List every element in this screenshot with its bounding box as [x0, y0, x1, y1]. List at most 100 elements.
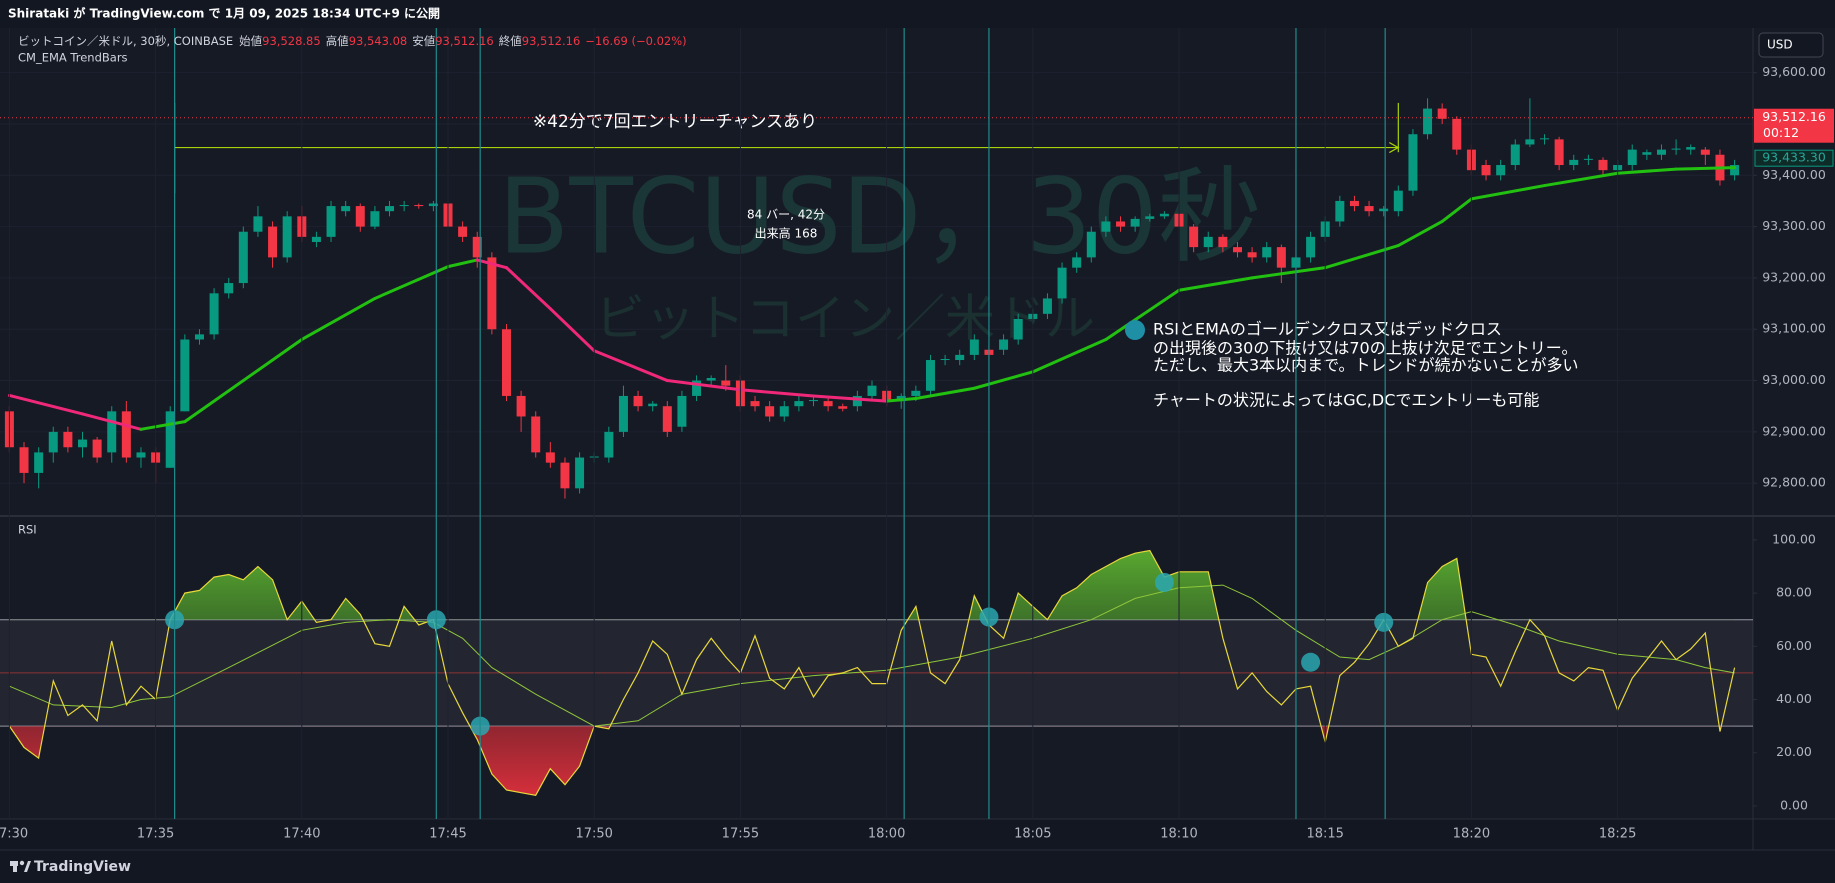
candle-body	[1262, 247, 1272, 258]
candle-body	[925, 360, 935, 391]
candle-body	[633, 395, 643, 407]
note-text: RSIとEMAのゴールデンクロス又はデッドクロス	[1153, 320, 1502, 339]
legend-label: 安値	[412, 34, 435, 48]
ema-line	[1396, 219, 1444, 248]
candle-body	[326, 206, 336, 237]
ema-line	[1543, 171, 1620, 188]
y-tick-label: 20.00	[1776, 744, 1812, 759]
candle-body	[969, 339, 979, 355]
candle-body	[268, 226, 278, 258]
candle-body	[311, 236, 321, 242]
candle-body	[238, 231, 248, 284]
legend: ビットコイン／米ドル, 30秒, COINBASE 始値93,528.85 高値93…	[18, 34, 687, 48]
candle-body	[78, 439, 88, 448]
candle-body	[823, 401, 833, 407]
legend-label: 終値	[499, 34, 522, 48]
tooltip-text: 出来高 168	[755, 226, 818, 241]
legend-value: 93,543.08	[349, 34, 408, 48]
y-tick-label: 92,800.00	[1762, 475, 1826, 490]
y-tick-label: 60.00	[1776, 638, 1812, 653]
candle-body	[253, 216, 263, 232]
candle-body	[575, 457, 585, 489]
candle-body	[1569, 159, 1579, 166]
candle-body	[779, 406, 789, 417]
x-tick-label: 18:10	[1160, 827, 1197, 842]
legend-label: 高値	[326, 34, 349, 48]
legend-value: 93,512.16	[435, 34, 494, 48]
overbought-fill	[170, 550, 1530, 620]
candle-body	[194, 334, 204, 340]
candle-body	[604, 431, 614, 458]
candle-body	[1145, 216, 1155, 219]
candle-body	[1116, 221, 1126, 227]
candle-body	[750, 401, 760, 407]
candle-body	[1554, 139, 1564, 166]
ema-line	[1031, 337, 1108, 374]
candle-body	[165, 411, 175, 468]
candle-body	[180, 339, 190, 412]
countdown-label: 00:12	[1763, 125, 1799, 140]
candle-body	[1700, 149, 1710, 155]
candle-body	[34, 452, 44, 473]
ema-line	[738, 388, 816, 398]
candle-body	[940, 358, 950, 361]
x-tick-label: 17:35	[137, 827, 174, 842]
y-tick-label: 80.00	[1776, 585, 1812, 600]
candle-body	[399, 205, 409, 207]
candle-body	[721, 380, 731, 386]
watermark-subtitle: ビットコイン／米ドル	[595, 290, 1095, 348]
note-bullet	[1125, 320, 1145, 340]
legend-value: 93,528.85	[262, 34, 321, 48]
y-tick-label: 100.00	[1772, 531, 1816, 546]
ema-line	[1323, 244, 1400, 270]
ema-line	[81, 412, 143, 431]
candle-body	[1671, 148, 1681, 150]
candle-body	[428, 203, 438, 207]
candle-body	[852, 395, 862, 407]
y-tick-label: 40.00	[1776, 691, 1812, 706]
legend-title: ビットコイン／米ドル, 30秒, COINBASE	[18, 34, 233, 48]
candle-body	[487, 257, 497, 330]
currency-label: USD	[1767, 38, 1793, 52]
candle-body	[692, 380, 702, 396]
ema-line	[972, 370, 1035, 390]
candle-body	[1349, 200, 1359, 207]
candle-body	[794, 401, 804, 407]
candle-body	[911, 390, 921, 396]
note-text: ただし、最大3本以内まで。トレンドが続かないことが多い	[1153, 356, 1579, 375]
candle-body	[1583, 158, 1593, 160]
ema-line	[1250, 266, 1327, 280]
candle-body	[1159, 213, 1169, 217]
candle-body	[92, 439, 102, 458]
candle-body	[107, 411, 117, 453]
candle-body	[1072, 257, 1082, 268]
currency-box	[1758, 32, 1824, 58]
candle-body	[516, 395, 526, 417]
candle-body	[1496, 165, 1506, 176]
candle-body	[414, 205, 424, 207]
candle-body	[1598, 159, 1608, 171]
candle-body	[1247, 252, 1257, 258]
ema-line	[300, 296, 377, 341]
candle-body	[648, 403, 658, 407]
tooltip-text: 84 バー, 42分	[747, 208, 825, 222]
candle-body	[545, 452, 555, 463]
current-price-label: 93,512.16	[1762, 109, 1826, 124]
x-tick-label: 18:15	[1306, 827, 1343, 842]
chart-area	[0, 28, 1835, 819]
candle-body	[1276, 247, 1286, 268]
candle-body	[1452, 118, 1462, 150]
candle-body	[1423, 108, 1433, 135]
candle-body	[1656, 149, 1666, 155]
y-tick-label: 93,300.00	[1762, 218, 1826, 233]
ema-line	[1674, 166, 1737, 171]
candle-body	[1627, 149, 1637, 166]
candle-body	[1335, 200, 1345, 222]
ema-line	[592, 349, 669, 383]
ema-price-box	[1754, 149, 1834, 167]
y-tick-label: 92,900.00	[1762, 423, 1826, 438]
rsi-line	[8, 549, 1736, 796]
ema-line	[1469, 184, 1547, 201]
note-text: チャートの状況によってはGC,DCでエントリーも可能	[1153, 391, 1539, 410]
candle-body	[1306, 236, 1316, 258]
